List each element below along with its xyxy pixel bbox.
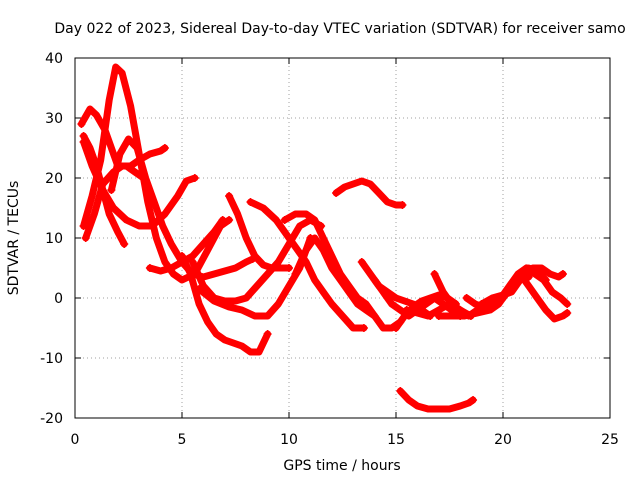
data-point-marker <box>195 285 204 293</box>
y-tick-label: -10 <box>40 351 63 367</box>
data-point-marker <box>145 264 154 272</box>
x-tick-label: 15 <box>387 432 405 448</box>
series-arc-20 <box>396 387 477 413</box>
data-point-marker <box>291 270 300 278</box>
axes: 0 5 10 15 20 25 -20 -10 0 10 20 30 40 <box>40 51 619 448</box>
x-tick-label: 20 <box>494 432 512 448</box>
data-point-marker <box>280 216 289 224</box>
data-point-marker <box>218 216 227 224</box>
y-axis-title: SDTVAR / TECUs <box>6 181 22 296</box>
data-point-marker <box>392 324 400 332</box>
series-arc-7 <box>146 216 227 275</box>
y-tick-label: 20 <box>45 171 63 187</box>
x-tick-label: 0 <box>71 432 80 448</box>
chart-title: Day 022 of 2023, Sidereal Day-to-day VTE… <box>54 21 625 37</box>
data-point-marker <box>120 240 129 248</box>
grid <box>75 58 610 418</box>
series-arc-15 <box>332 177 406 209</box>
data-point-marker <box>160 144 169 152</box>
y-tick-label: 0 <box>54 291 63 307</box>
x-tick-label: 25 <box>601 432 619 448</box>
series-arc-12 <box>247 198 368 332</box>
data-point-marker <box>190 174 199 182</box>
series-arc-2 <box>77 105 147 182</box>
data-point-marker <box>188 258 197 266</box>
data-point-marker <box>370 276 379 284</box>
data-point-marker <box>558 270 567 278</box>
data-point-marker <box>81 234 90 242</box>
data-point-marker <box>332 189 341 197</box>
data-point-marker <box>79 138 88 146</box>
data-point-marker <box>477 300 486 308</box>
data-point-marker <box>225 192 234 200</box>
series-arc-24 <box>516 270 571 323</box>
data-point-marker <box>79 222 88 230</box>
series-arc-10 <box>225 192 293 272</box>
data-point-marker <box>263 330 272 338</box>
data-point-marker <box>357 258 366 266</box>
data-point-marker <box>430 270 439 278</box>
y-tick-label: 10 <box>45 231 63 247</box>
data-point-marker <box>434 312 443 320</box>
data-point-marker <box>359 324 368 332</box>
series-arc-1 <box>80 63 233 284</box>
series-arc-6 <box>80 138 199 230</box>
data-point-marker <box>370 312 379 320</box>
x-tick-label: 10 <box>280 432 298 448</box>
data-point-marker <box>462 294 471 302</box>
data-point-marker <box>285 264 293 272</box>
y-tick-label: 30 <box>45 111 63 127</box>
data-point-marker <box>77 120 86 128</box>
series-arc-4 <box>82 144 169 242</box>
data-point-marker <box>402 306 411 314</box>
series-arc-14 <box>291 234 379 320</box>
data-point-marker <box>541 276 550 284</box>
data-point-marker <box>107 186 116 194</box>
data-point-marker <box>178 252 186 260</box>
y-tick-label: -20 <box>40 411 63 427</box>
y-tick-label: 40 <box>45 51 63 67</box>
data-point-marker <box>563 300 572 308</box>
series-arc-5 <box>107 135 257 281</box>
data-point-marker <box>246 198 255 206</box>
data-series <box>77 63 572 413</box>
series-arc-25 <box>478 264 550 308</box>
data-point-marker <box>563 309 572 317</box>
data-point-marker <box>396 387 405 395</box>
series-arc-8 <box>178 252 272 356</box>
data-point-marker <box>469 396 478 404</box>
x-tick-label: 5 <box>178 432 187 448</box>
data-point-marker <box>398 201 407 209</box>
x-axis-title: GPS time / hours <box>283 458 400 474</box>
